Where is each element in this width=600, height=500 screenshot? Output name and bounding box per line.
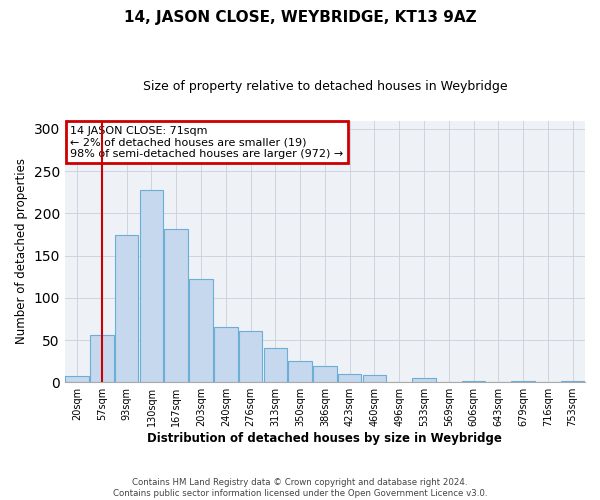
Bar (289, 361, 312, 382)
Text: 14 JASON CLOSE: 71sqm
← 2% of detached houses are smaller (19)
98% of semi-detac: 14 JASON CLOSE: 71sqm ← 2% of detached h… (70, 126, 343, 159)
Bar (239, 330, 262, 382)
Title: Size of property relative to detached houses in Weybridge: Size of property relative to detached ho… (143, 80, 507, 93)
Bar (511, 380, 535, 382)
Bar (140, 190, 163, 382)
Bar (189, 279, 213, 382)
Bar (90, 335, 114, 382)
X-axis label: Distribution of detached houses by size in Weybridge: Distribution of detached houses by size … (148, 432, 502, 445)
Bar (115, 234, 139, 382)
Bar (263, 348, 287, 382)
Bar (164, 230, 188, 382)
Bar (214, 328, 238, 382)
Bar (313, 366, 337, 382)
Y-axis label: Number of detached properties: Number of detached properties (15, 158, 28, 344)
Text: 14, JASON CLOSE, WEYBRIDGE, KT13 9AZ: 14, JASON CLOSE, WEYBRIDGE, KT13 9AZ (124, 10, 476, 25)
Bar (338, 374, 361, 382)
Bar (362, 374, 386, 382)
Bar (65, 376, 89, 382)
Bar (412, 378, 436, 382)
Text: Contains HM Land Registry data © Crown copyright and database right 2024.
Contai: Contains HM Land Registry data © Crown c… (113, 478, 487, 498)
